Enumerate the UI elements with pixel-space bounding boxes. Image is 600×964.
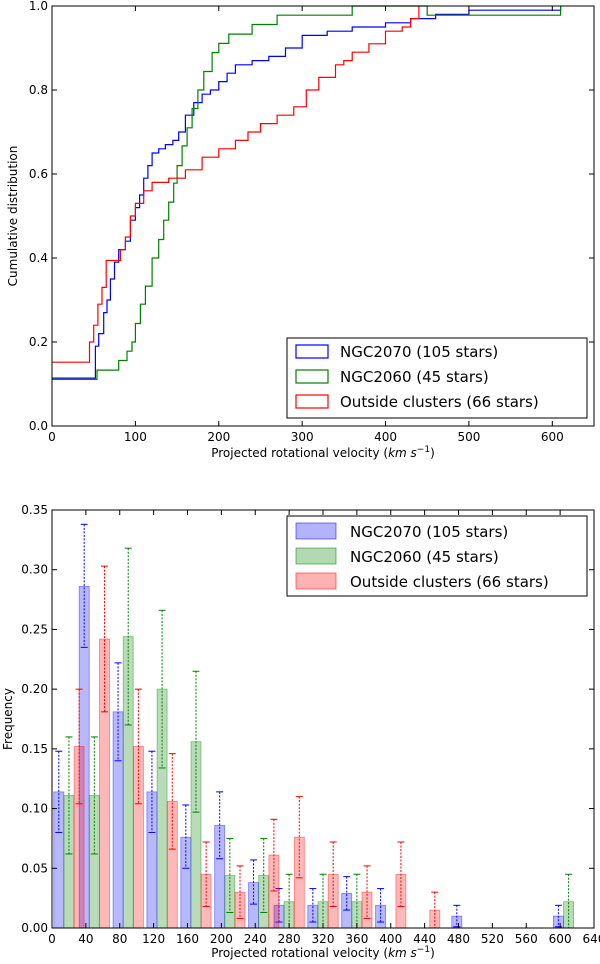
frequency-x-tick-label: 440 <box>413 932 436 946</box>
cumulative-x-axis-label-close: ) <box>430 446 435 460</box>
bar-ngc2070-105-stars <box>553 915 564 929</box>
cumulative-legend-label-ngc2070: NGC2070 (105 stars) <box>340 343 498 361</box>
cumulative-line-ngc2070-105-stars <box>52 6 562 379</box>
frequency-x-tick-label: 120 <box>142 932 165 946</box>
bar-ngc2070-105-stars <box>214 824 226 929</box>
frequency-y-tick-label: 0.15 <box>21 742 48 756</box>
cumulative-x-tick-label: 600 <box>541 430 564 444</box>
cumulative-x-tick-label: 400 <box>374 430 397 444</box>
frequency-x-tick-label: 400 <box>379 932 402 946</box>
frequency-y-tick-label: 0.25 <box>21 622 48 636</box>
cumulative-x-tick-label: 300 <box>291 430 314 444</box>
cumulative-legend-swatch-ngc2070 <box>295 344 329 359</box>
cumulative-y-tick-label: 0.8 <box>29 83 48 97</box>
cumulative-y-tick-label: 0.4 <box>29 251 48 265</box>
frequency-x-tick-label: 360 <box>345 932 368 946</box>
bar-ngc2060-45-stars <box>156 688 168 929</box>
frequency-y-tick-label: 0.05 <box>21 861 48 875</box>
cumulative-plot-frame <box>51 5 595 427</box>
frequency-x-tick-label: 80 <box>112 932 127 946</box>
cumulative-legend-swatch-outside <box>295 394 329 409</box>
cumulative-x-tick-label: 100 <box>124 430 147 444</box>
cumulative-legend-label-ngc2060: NGC2060 (45 stars) <box>340 368 489 386</box>
cumulative-x-tick-label: 500 <box>457 430 480 444</box>
cumulative-ticks: 0 100 200 300 400 500 600 0.0 0.2 0.4 0.6 0.8 1.0 <box>29 0 594 444</box>
frequency-y-tick-label: 0.35 <box>21 503 48 517</box>
frequency-x-tick-label: 200 <box>210 932 233 946</box>
cumulative-x-axis-label-text: Projected rotational velocity ( <box>211 446 388 460</box>
frequency-x-axis-label-units: km s <box>388 946 417 960</box>
cumulative-y-tick-label: 1.0 <box>29 0 48 13</box>
frequency-legend-box <box>286 515 588 597</box>
cumulative-x-axis-label-exp: −1 <box>417 445 430 455</box>
frequency-legend-label-ngc2070: NGC2070 (105 stars) <box>350 523 508 541</box>
frequency-x-tick-label: 600 <box>549 932 572 946</box>
frequency-y-tick-label: 0.20 <box>21 682 48 696</box>
frequency-x-tick-label: 520 <box>481 932 504 946</box>
frequency-legend-label-ngc2060: NGC2060 (45 stars) <box>350 548 499 566</box>
cumulative-y-tick-label: 0.0 <box>29 419 48 433</box>
frequency-x-tick-label: 160 <box>176 932 199 946</box>
frequency-y-axis-label: Frequency <box>1 688 15 750</box>
frequency-chart: 0 40 80 120 160 200 240 280 320 360 400 440 480 520 56… <box>1 503 600 960</box>
cumulative-y-tick-label: 0.6 <box>29 167 48 181</box>
frequency-legend-swatch-ngc2060 <box>295 547 337 565</box>
cumulative-y-tick-label: 0.2 <box>29 335 48 349</box>
frequency-x-tick-label: 240 <box>244 932 267 946</box>
cumulative-x-axis-label-units: km s <box>388 446 417 460</box>
frequency-legend-swatch-ngc2070 <box>295 522 337 540</box>
frequency-ticks: 0 40 80 120 160 200 240 280 320 360 400 440 480 520 56… <box>21 503 600 946</box>
cumulative-x-tick-label: 0 <box>48 430 56 444</box>
frequency-y-tick-label: 0.00 <box>21 921 48 935</box>
frequency-x-tick-label: 0 <box>48 932 56 946</box>
frequency-x-tick-label: 40 <box>78 932 93 946</box>
frequency-x-tick-label: 480 <box>447 932 470 946</box>
cumulative-y-axis-label: Cumulative distribution <box>6 146 20 287</box>
cumulative-x-tick-label: 200 <box>207 430 230 444</box>
cumulative-legend-box <box>286 337 588 419</box>
frequency-y-tick-label: 0.10 <box>21 802 48 816</box>
cumulative-line-ngc2060-45-stars <box>52 5 562 380</box>
frequency-x-axis-label-text: Projected rotational velocity ( <box>211 946 388 960</box>
cumulative-legend-swatch-ngc2060 <box>295 369 329 384</box>
frequency-x-tick-label: 640 <box>583 932 600 946</box>
cumulative-legend-label-outside: Outside clusters (66 stars) <box>340 393 539 411</box>
frequency-legend-swatch-outside <box>295 572 337 590</box>
frequency-legend-label-outside: Outside clusters (66 stars) <box>350 573 549 591</box>
frequency-x-axis-label-exp: −1 <box>417 945 430 955</box>
cumulative-x-axis-label: Projected rotational velocity (km s−1) <box>211 445 435 460</box>
cumulative-line-outside-clusters-66-stars <box>52 6 420 363</box>
cumulative-plot-area <box>52 5 562 380</box>
bar-ngc2060-45-stars <box>122 636 134 929</box>
frequency-x-tick-label: 320 <box>312 932 335 946</box>
bar-ngc2070-105-stars <box>451 915 463 929</box>
frequency-legend: NGC2070 (105 stars) NGC2060 (45 stars) O… <box>286 515 588 597</box>
frequency-x-axis-label-close: ) <box>430 946 435 960</box>
frequency-x-tick-label: 560 <box>515 932 538 946</box>
cumulative-legend: NGC2070 (105 stars) NGC2060 (45 stars) O… <box>286 337 588 419</box>
cumulative-chart: 0 100 200 300 400 500 600 0.0 0.2 0.4 0.6 0.8 1.0 Cu… <box>6 0 595 460</box>
frequency-x-tick-label: 280 <box>278 932 301 946</box>
frequency-y-tick-label: 0.30 <box>21 563 48 577</box>
frequency-x-axis-label: Projected rotational velocity (km s−1) <box>211 945 435 960</box>
